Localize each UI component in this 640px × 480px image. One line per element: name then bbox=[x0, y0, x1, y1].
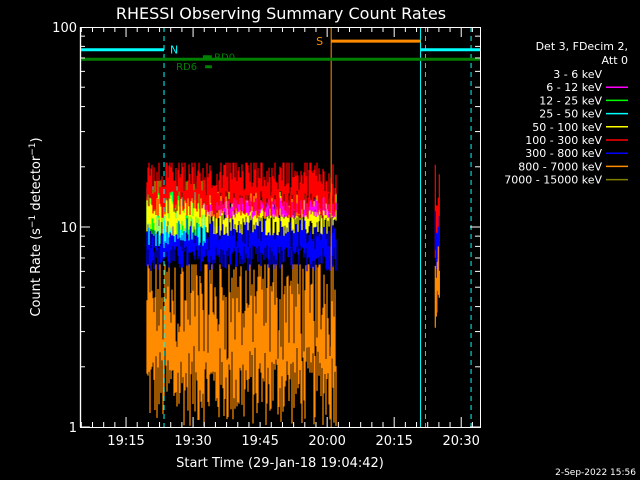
series-band-path bbox=[146, 162, 337, 219]
x-tick-label: 19:15 bbox=[107, 434, 144, 449]
legend-label: 12 - 25 keV bbox=[539, 94, 602, 107]
x-tick-label: 20:30 bbox=[442, 434, 479, 449]
legend-header-line: Att 0 bbox=[602, 54, 628, 67]
x-axis-label: Start Time (29-Jan-18 19:04:42) bbox=[176, 456, 384, 471]
x-tick-label: 19:30 bbox=[174, 434, 211, 449]
y-axis-label-mid: detector bbox=[29, 155, 44, 215]
series-800-7000-keV-0 bbox=[146, 264, 337, 427]
axis-ticks: 1 10 100 19:15 19:30 19:45 20:00 20:15 20:30 bbox=[52, 21, 480, 449]
series-band-path bbox=[434, 246, 440, 328]
series-band-path bbox=[434, 211, 440, 283]
series-800-7000-keV-9 bbox=[434, 246, 440, 328]
y-axis-label-sup2: −1 bbox=[28, 142, 38, 155]
plot-data-layer: N S RD0 RD6 bbox=[79, 27, 480, 427]
legend-header-line: Det 3, FDecim 2, bbox=[536, 40, 628, 53]
series-band-path bbox=[146, 264, 337, 427]
legend-label: 300 - 800 keV bbox=[525, 147, 602, 160]
y-tick-label: 10 bbox=[60, 221, 77, 236]
legend-label: 3 - 6 keV bbox=[553, 68, 602, 81]
y-axis-label-suffix: ) bbox=[29, 137, 44, 142]
legend-label: 50 - 100 keV bbox=[532, 121, 602, 134]
legend-label: 800 - 7000 keV bbox=[518, 160, 602, 173]
saa-label: S bbox=[316, 35, 323, 48]
series-100-300-keV-6 bbox=[146, 162, 337, 219]
y-axis-label: Count Rate (s−1 detector−1) bbox=[28, 137, 44, 316]
legend-label: 7000 - 15000 keV bbox=[504, 174, 602, 187]
footer-timestamp: 2-Sep-2022 15:56 bbox=[555, 468, 636, 478]
rd-label-rd0: RD0 bbox=[214, 53, 235, 64]
night-label: N bbox=[170, 44, 178, 57]
legend-label: 100 - 300 keV bbox=[525, 134, 602, 147]
x-tick-label: 19:45 bbox=[241, 434, 278, 449]
x-tick-label: 20:15 bbox=[375, 434, 412, 449]
y-axis-label-prefix: Count Rate (s bbox=[29, 228, 44, 317]
series-300-800-keV-8 bbox=[434, 211, 440, 283]
y-tick-label: 100 bbox=[52, 21, 77, 36]
legend-label: 6 - 12 keV bbox=[546, 81, 602, 94]
rd-label-rd6: RD6 bbox=[176, 62, 197, 73]
x-tick-label: 20:00 bbox=[308, 434, 345, 449]
y-axis-label-sup1: −1 bbox=[28, 215, 38, 228]
chart-title: RHESSI Observing Summary Count Rates bbox=[116, 4, 446, 23]
y-tick-label: 1 bbox=[69, 421, 77, 436]
legend-label: 25 - 50 keV bbox=[539, 108, 602, 121]
